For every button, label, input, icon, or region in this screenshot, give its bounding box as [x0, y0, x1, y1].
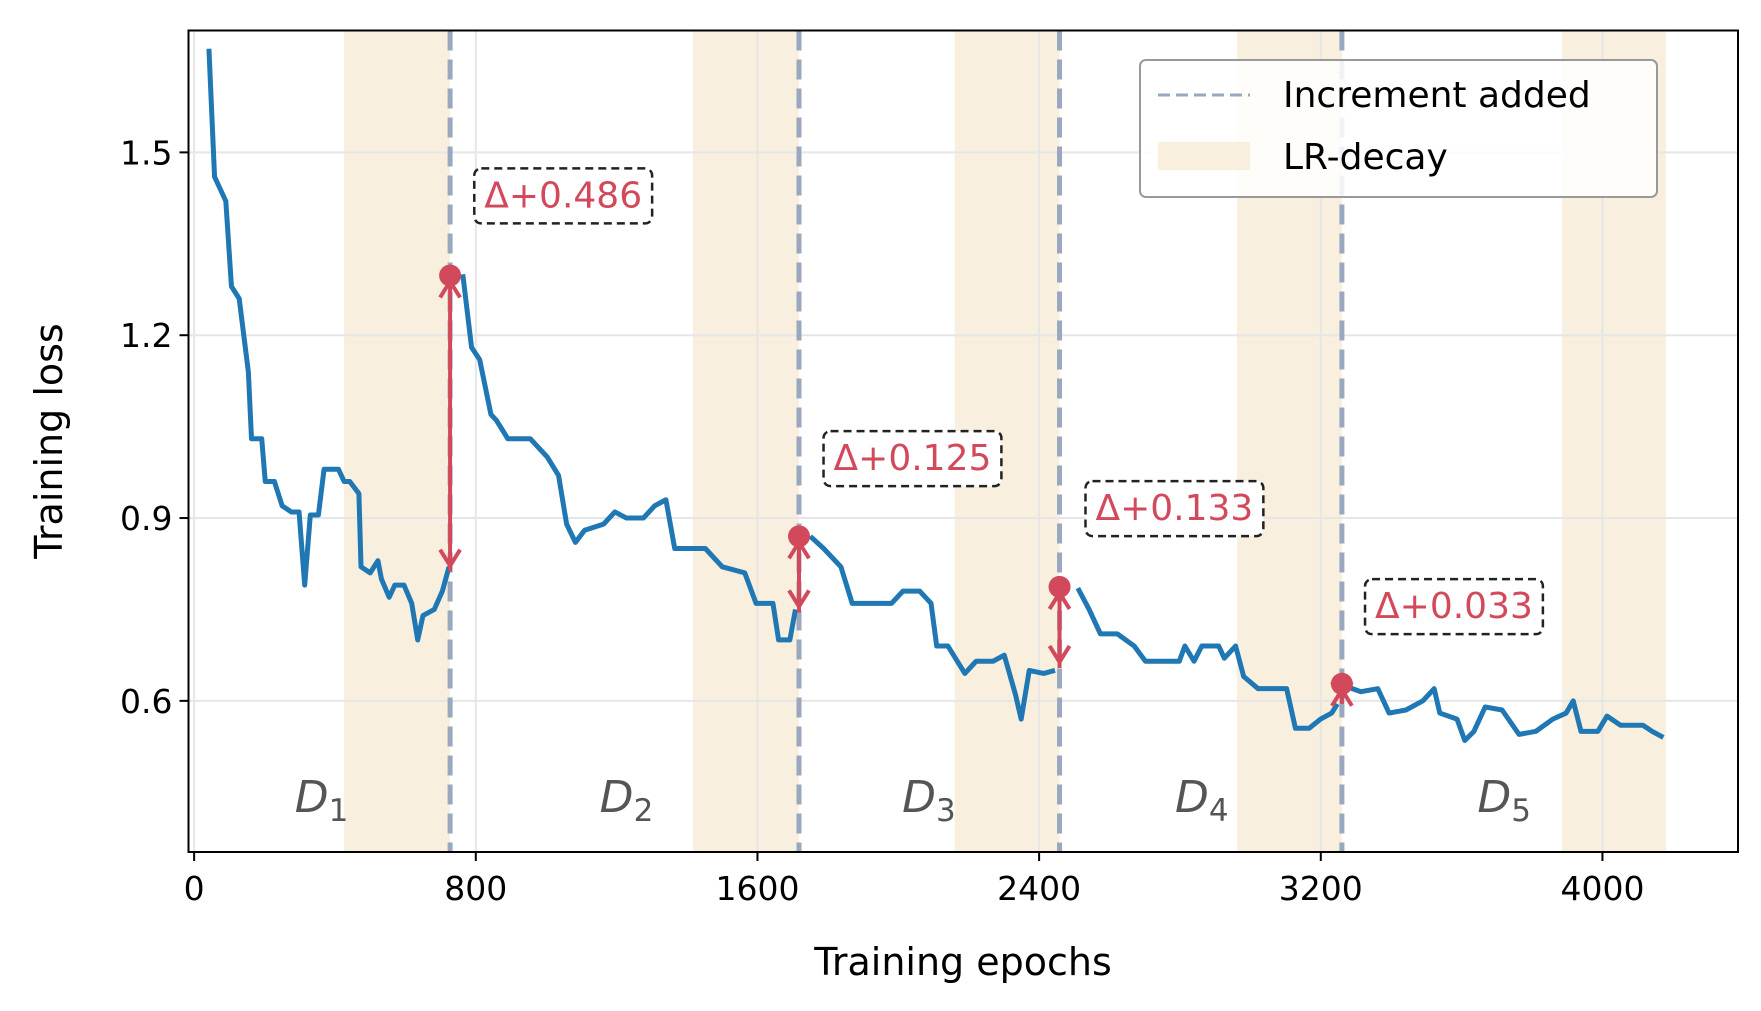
legend-lr-decay-swatch: [1158, 142, 1250, 170]
y-tick-label: 1.2: [120, 316, 172, 355]
task-label-subscript: 4: [1209, 793, 1229, 829]
loss-line-segment: [808, 534, 1056, 722]
x-tick-label: 4000: [1560, 869, 1644, 908]
legend: Increment added LR-decay: [1139, 59, 1658, 198]
jump-marker: [439, 264, 462, 287]
loss-series: [206, 48, 1665, 743]
task-labels: D1 D2 D3 D4 D5: [295, 772, 1531, 829]
task-label-subscript: 1: [329, 793, 349, 829]
x-tick-label: 1600: [715, 869, 799, 908]
delta-label-box: [473, 167, 654, 225]
loss-line-segment: [1343, 683, 1665, 743]
delta-label-box: [1084, 479, 1265, 538]
task-label: D5: [1477, 772, 1531, 829]
delta-annotations: Δ+0.486 Δ+0.125 Δ+0.133 Δ+0.033: [473, 167, 1545, 636]
jump-marker: [788, 525, 811, 548]
legend-increment-label: Increment added: [1283, 75, 1591, 116]
x-tick-label: 2400: [997, 869, 1081, 908]
jump-marker: [1330, 672, 1353, 695]
jump-marker: [1048, 575, 1071, 598]
lr-decay-band: [693, 30, 800, 852]
arrow-head-down: [1047, 644, 1072, 666]
loss-line-segment: [460, 273, 798, 643]
jump-arrows: [438, 264, 1354, 707]
task-label: D2: [600, 772, 654, 829]
delta-label: Δ+0.133: [1095, 488, 1253, 529]
x-tick-label: 0: [184, 869, 205, 908]
y-tick-label: 1.5: [120, 133, 172, 172]
y-tick-label: 0.9: [120, 499, 172, 538]
legend-frame: [1139, 59, 1658, 198]
task-label: D4: [1175, 772, 1229, 829]
y-axis-label: Training loss: [27, 323, 71, 559]
x-tick-label: 3200: [1279, 869, 1363, 908]
x-axis-label: Training epochs: [813, 940, 1112, 984]
task-label: D1: [295, 772, 349, 829]
task-label-subscript: 3: [936, 793, 956, 829]
lr-decay-band: [344, 30, 451, 852]
delta-label-box: [1363, 577, 1545, 636]
y-tick-label: 0.6: [120, 682, 172, 721]
arrow-head-down: [787, 589, 811, 611]
loss-line-segment: [206, 48, 452, 643]
delta-label: Δ+0.125: [834, 438, 992, 479]
x-tick-label: 800: [444, 869, 507, 908]
delta-label-box: [822, 429, 1003, 488]
arrow-head-down: [438, 548, 462, 570]
delta-label: Δ+0.033: [1375, 586, 1533, 627]
axis-ticks: 0 800 1600 2400 3200 4000 0.6 0.9 1.2 1.5: [120, 133, 1644, 908]
task-label-subscript: 5: [1511, 793, 1531, 829]
task-label-subscript: 2: [634, 793, 654, 829]
plot-frame: [187, 29, 1739, 853]
delta-label: Δ+0.486: [484, 175, 642, 216]
legend-lr-decay-label: LR-decay: [1283, 137, 1448, 178]
loss-line-segment: [1075, 586, 1340, 731]
task-label: D3: [902, 772, 956, 829]
